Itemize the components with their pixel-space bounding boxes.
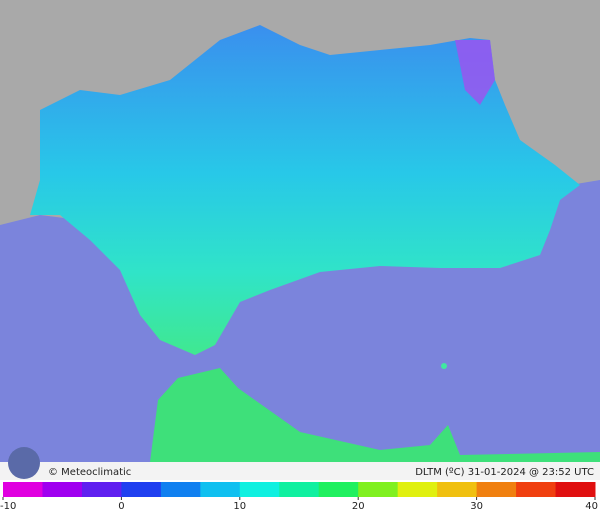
credit: © Meteoclimatic (48, 467, 131, 478)
colorbar-tick-label: -10 (0, 501, 16, 512)
colorbar-step (358, 482, 399, 497)
colorbar-step (239, 482, 280, 497)
colorbar-step (437, 482, 478, 497)
colorbar-step (555, 482, 596, 497)
colorbar-step (279, 482, 320, 497)
island (441, 363, 447, 369)
colorbar-tick-label: 40 (585, 501, 598, 512)
colorbar-step (397, 482, 438, 497)
region-andalusia (30, 25, 580, 355)
colorbar-tick-label: 30 (470, 501, 483, 512)
land-morocco (150, 368, 600, 462)
cold-spot (455, 40, 495, 105)
colorbar-step (318, 482, 359, 497)
colorbar-tick-label: 0 (118, 501, 124, 512)
logo (8, 447, 40, 479)
colorbar-step (121, 482, 162, 497)
colorbar-step (516, 482, 557, 497)
colorbar-step (42, 482, 83, 497)
colorbar-step (81, 482, 122, 497)
colorbar-tick-label: 20 (352, 501, 365, 512)
colorbar-step (200, 482, 241, 497)
colorbar-tick-label: 10 (233, 501, 246, 512)
colorbar: -10 0 10 20 30 40 (0, 482, 598, 512)
colorbar-step (476, 482, 517, 497)
info-bar (0, 462, 600, 480)
caption: DLTM (ºC) 31-01-2024 @ 23:52 UTC (415, 467, 594, 478)
colorbar-step (3, 482, 43, 497)
colorbar-step (160, 482, 201, 497)
